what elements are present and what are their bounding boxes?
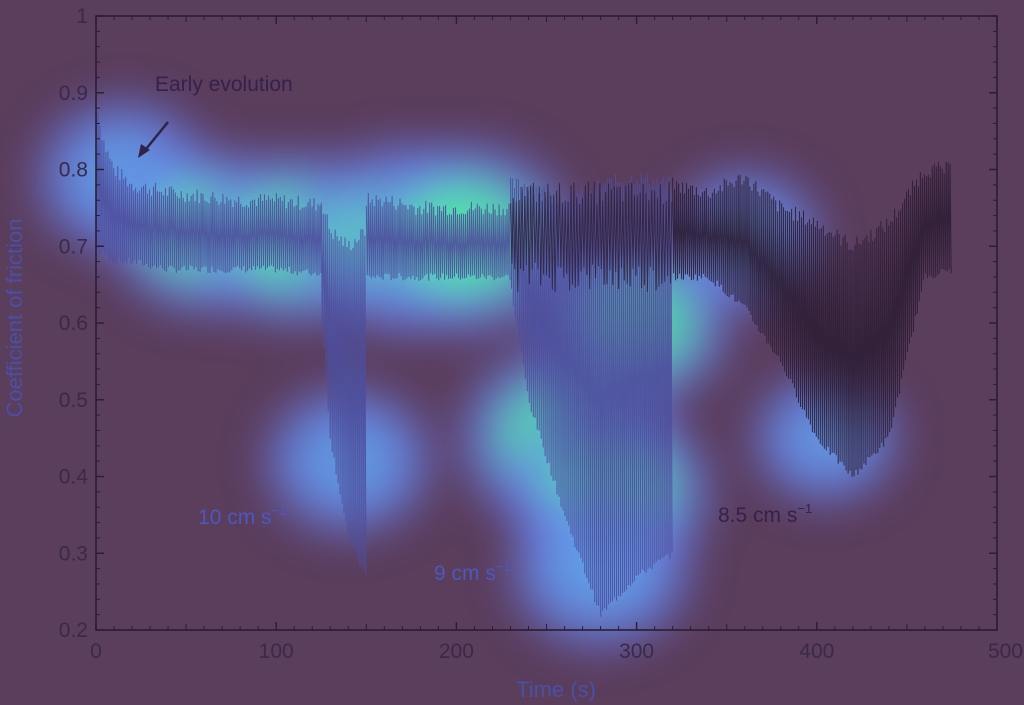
x-tick-label: 400 bbox=[799, 640, 834, 663]
friction-trace bbox=[95, 85, 952, 617]
x-tick-label: 200 bbox=[439, 640, 474, 663]
x-axis-title: Time (s) bbox=[516, 677, 596, 702]
y-tick-label: 0.3 bbox=[59, 542, 88, 565]
y-tick-label: 0.2 bbox=[59, 619, 88, 642]
friction-trace-crest bbox=[510, 181, 673, 293]
x-tick-label: 0 bbox=[90, 640, 102, 663]
y-tick-label: 0.6 bbox=[59, 312, 88, 335]
friction-trace-segment-0 bbox=[95, 85, 322, 276]
y-tick-label: 1 bbox=[76, 5, 88, 28]
y-tick-label: 0.4 bbox=[59, 466, 89, 489]
annotation-8-5-cms: 8.5 cm s−1 bbox=[718, 501, 812, 527]
x-tick-label: 300 bbox=[619, 640, 654, 663]
x-tick-label: 100 bbox=[259, 640, 294, 663]
annotation-early-evolution: Early evolution bbox=[155, 73, 293, 96]
y-axis-title: Coefficient of friction bbox=[2, 219, 27, 418]
y-tick-label: 0.7 bbox=[59, 235, 88, 258]
x-axis-ticks: 0 100 200 300 400 500 bbox=[90, 16, 1023, 663]
friction-trace-segment-4 bbox=[672, 161, 952, 477]
y-tick-label: 0.5 bbox=[59, 389, 88, 412]
y-tick-label: 0.8 bbox=[59, 159, 88, 182]
y-axis-ticks: 0.2 0.3 0.4 0.5 0.6 0.7 0.8 0.9 1 bbox=[59, 5, 997, 642]
friction-trace-segment-1 bbox=[320, 202, 367, 575]
annotations: Early evolution 10 cm s−1 9 cm s−1 8.5 c… bbox=[138, 73, 812, 585]
early-evolution-arrowhead bbox=[138, 144, 150, 158]
annotation-9-cms: 9 cm s−1 bbox=[434, 559, 511, 585]
friction-trace-segment-2 bbox=[365, 193, 511, 281]
annotation-10-cms: 10 cm s−1 bbox=[198, 503, 286, 529]
y-tick-label: 0.9 bbox=[59, 82, 88, 105]
x-tick-label: 500 bbox=[988, 640, 1023, 663]
